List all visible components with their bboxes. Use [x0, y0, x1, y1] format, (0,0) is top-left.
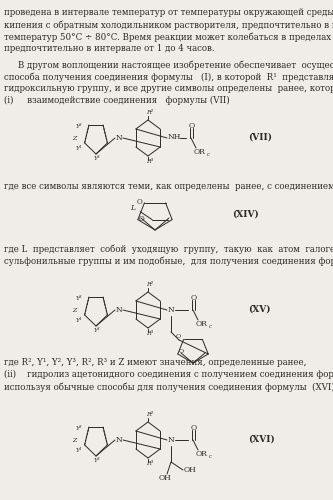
- Text: R³: R³: [146, 159, 153, 164]
- Text: Y³: Y³: [94, 458, 101, 463]
- Text: где R², Y¹, Y², Y³, R², R³ и Z имеют значения, определенные ранее,: где R², Y¹, Y², Y³, R², R³ и Z имеют зна…: [4, 358, 306, 367]
- Text: (i)     взаимодействие соединения   формулы (VII): (i) взаимодействие соединения формулы (V…: [4, 96, 230, 105]
- Text: N: N: [116, 134, 123, 142]
- Text: O: O: [191, 424, 197, 432]
- Text: O: O: [175, 334, 181, 340]
- Text: OH: OH: [184, 466, 197, 474]
- Text: (XVI): (XVI): [248, 435, 275, 444]
- Text: Y²: Y²: [76, 124, 83, 129]
- Text: В другом воплощении настоящее изобретение обеспечивает  осуществление: В другом воплощении настоящее изобретени…: [18, 60, 333, 70]
- Text: OR: OR: [196, 450, 208, 458]
- Text: где L  представляет  собой  уходящую  группу,  такую  как  атом  галогена,  алко: где L представляет собой уходящую группу…: [4, 244, 333, 254]
- Text: Y¹: Y¹: [76, 448, 83, 453]
- Text: (VII): (VII): [248, 133, 272, 142]
- Text: O: O: [139, 214, 145, 222]
- Text: (ii)    гидролиз ацетонидного соединения с получением соединения формулы   (XV),: (ii) гидролиз ацетонидного соединения с …: [4, 370, 333, 379]
- Text: OR: OR: [194, 148, 206, 156]
- Text: N: N: [168, 306, 175, 314]
- Text: N: N: [116, 306, 123, 314]
- Text: O: O: [191, 294, 197, 302]
- Text: Y³: Y³: [94, 328, 101, 333]
- Text: c: c: [207, 152, 210, 157]
- Text: гидроксильную группу, и все другие символы определены  ранее, который включает:: гидроксильную группу, и все другие симво…: [4, 84, 333, 93]
- Text: Z: Z: [72, 308, 76, 313]
- Text: способа получения соединения формулы   (I), в которой  R¹  представляет  собой: способа получения соединения формулы (I)…: [4, 72, 333, 82]
- Text: R³: R³: [146, 331, 153, 336]
- Text: температур 50°C ÷ 80°C. Время реакции может колебаться в пределах от 0,5 до 18 ч: температур 50°C ÷ 80°C. Время реакции мо…: [4, 32, 333, 42]
- Text: сульфонильные группы и им подобные,  для получения соединения формулы  (XV): сульфонильные группы и им подобные, для …: [4, 256, 333, 266]
- Text: N: N: [116, 436, 123, 444]
- Text: O: O: [189, 122, 195, 130]
- Text: OR: OR: [196, 320, 208, 328]
- Text: R²: R²: [146, 412, 153, 417]
- Text: Y¹: Y¹: [76, 318, 83, 323]
- Text: N: N: [168, 436, 175, 444]
- Text: Y³: Y³: [94, 156, 101, 161]
- Text: (XV): (XV): [248, 305, 270, 314]
- Text: Z: Z: [72, 136, 76, 141]
- Text: OH: OH: [159, 474, 172, 482]
- Text: где все символы являются теми, как определены  ранее, с соединением формулы (XIV: где все символы являются теми, как опред…: [4, 182, 333, 191]
- Text: кипения с обратным холодильником растворителя, предпочтительно в интервале: кипения с обратным холодильником раствор…: [4, 20, 333, 30]
- Text: O: O: [137, 198, 142, 206]
- Text: NH: NH: [168, 133, 181, 141]
- Text: Y²: Y²: [76, 426, 83, 431]
- Text: c: c: [209, 454, 212, 459]
- Text: R³: R³: [146, 461, 153, 466]
- Text: L: L: [130, 204, 135, 212]
- Text: используя обычные способы для получения соединения формулы  (XVI): используя обычные способы для получения …: [4, 382, 333, 392]
- Text: Y¹: Y¹: [76, 146, 83, 151]
- Text: проведена в интервале температур от температуры окружающей среды до температуры: проведена в интервале температур от темп…: [4, 8, 333, 17]
- Text: предпочтительно в интервале от 1 до 4 часов.: предпочтительно в интервале от 1 до 4 ча…: [4, 44, 215, 53]
- Text: (XIV): (XIV): [232, 210, 259, 219]
- Text: O: O: [179, 349, 184, 354]
- Text: Z: Z: [72, 438, 76, 443]
- Text: R²: R²: [146, 110, 153, 115]
- Text: R²: R²: [146, 282, 153, 287]
- Text: Y²: Y²: [76, 296, 83, 301]
- Text: c: c: [209, 324, 212, 329]
